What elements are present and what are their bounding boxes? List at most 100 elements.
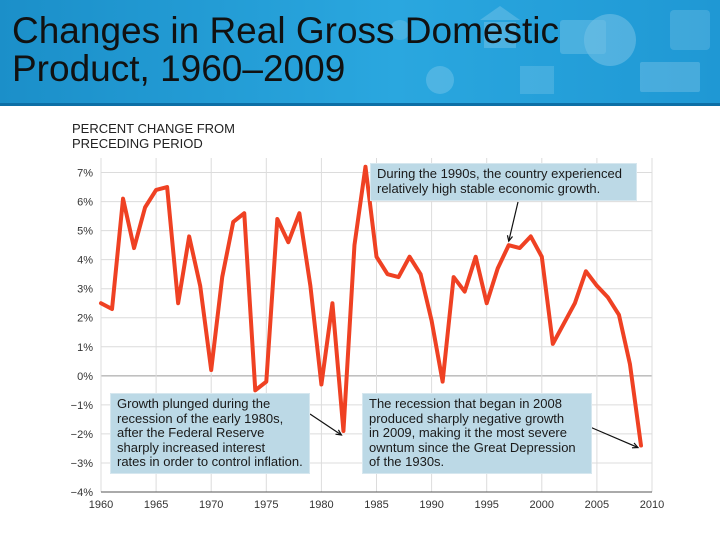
gdp-data-point [330, 301, 335, 305]
callout-2008-recession: The recession that began in 2008 produce… [362, 393, 592, 474]
gdp-data-point [396, 275, 401, 279]
slide-title-line-2: Product, 1960–2009 [12, 48, 346, 89]
callout-1980s-line: Growth plunged during the [117, 396, 271, 411]
gdp-data-point [573, 301, 577, 305]
x-tick-label: 2000 [530, 499, 554, 511]
annotation-arrow [589, 426, 639, 449]
gdp-data-point [407, 255, 412, 259]
y-tick-label: −4% [71, 487, 94, 499]
gdp-data-point [463, 290, 467, 294]
x-tick-label: 1975 [254, 499, 278, 511]
y-tick-label: −2% [71, 429, 94, 441]
gdp-data-point [518, 246, 522, 250]
gdp-data-point [374, 255, 379, 259]
callout-1980s-line: after the Federal Reserve [117, 425, 265, 440]
callout-1980s-line: recession of the early 1980s, [117, 410, 284, 426]
gdp-data-point [606, 295, 610, 300]
gdp-data-point [209, 368, 213, 372]
y-tick-label: 2% [77, 313, 93, 325]
gdp-data-point [441, 380, 445, 384]
y-tick-label: 4% [77, 255, 93, 267]
x-tick-label: 2010 [640, 499, 664, 511]
x-tick-label: 1985 [364, 499, 388, 511]
gdp-data-point [264, 380, 268, 384]
banner-rule [0, 103, 720, 106]
gdp-data-point [595, 284, 599, 288]
gdp-data-point [430, 319, 434, 323]
gdp-data-point [639, 443, 643, 448]
gdp-data-point [363, 165, 368, 169]
x-tick-label: 2005 [585, 499, 609, 511]
y-tick-label: −3% [71, 458, 94, 470]
callout-1980s-line: sharply increased interest [117, 439, 266, 455]
civic-icons-background [390, 6, 710, 94]
gdp-data-point [628, 362, 632, 366]
gdp-data-point [187, 234, 191, 239]
gdp-data-point [242, 211, 246, 215]
y-tick-label: 1% [77, 342, 93, 354]
callout-early-1980s: Growth plunged during the recession of t… [110, 393, 310, 474]
gdp-data-point [418, 272, 423, 276]
gdp-data-point [220, 275, 224, 279]
callout-1990s-line: relatively high stable economic growth. [377, 180, 601, 196]
gdp-data-point [121, 197, 125, 201]
gdp-data-point [286, 240, 290, 244]
gdp-data-point [529, 234, 533, 239]
callout-2008-line: owntum since the Great Depression [369, 439, 576, 455]
y-tick-label: 0% [77, 371, 93, 383]
gdp-data-point [341, 429, 346, 433]
gdp-data-point [496, 266, 500, 270]
gdp-data-point [231, 220, 235, 224]
gdp-data-point [110, 307, 114, 311]
gdp-data-point [584, 269, 588, 273]
gdp-data-point [385, 272, 390, 276]
x-tick-label: 1995 [474, 499, 498, 511]
x-tick-label: 1970 [199, 499, 223, 511]
y-axis-label-line-2: PRECEDING PERIOD [72, 136, 203, 151]
gdp-data-point [540, 255, 544, 259]
gdp-data-point [352, 243, 357, 247]
callout-2008-line: in 2009, making it the most severe [369, 425, 567, 440]
gdp-data-point [253, 388, 257, 392]
gdp-series-line [99, 164, 643, 448]
y-axis-label: PERCENT CHANGE FROM PRECEDING PERIOD [72, 121, 235, 151]
y-tick-label: −1% [71, 400, 94, 412]
title-banner: Changes in Real Gross Domestic Product, … [0, 0, 720, 103]
annotation-arrowhead [506, 235, 513, 243]
y-tick-label: 6% [77, 197, 93, 209]
x-tick-label: 1965 [144, 499, 168, 511]
annotation-arrow [508, 201, 519, 242]
gdp-data-point [176, 301, 180, 305]
gdp-data-point [308, 284, 312, 288]
y-axis-label-line-1: PERCENT CHANGE FROM [72, 121, 235, 136]
annotation-arrow [309, 413, 342, 436]
gdp-data-point [297, 211, 301, 215]
gdp-data-point [474, 255, 478, 259]
callout-1990s-line: During the 1990s, the country experience… [377, 166, 622, 181]
callout-2008-line: The recession that began in 2008 [369, 396, 562, 411]
gdp-data-point [562, 321, 566, 326]
gdp-data-point [319, 382, 323, 387]
annotation-arrowhead [335, 429, 343, 436]
callout-2008-line: produced sharply negative growth [369, 410, 565, 426]
gdp-data-point [617, 313, 621, 317]
callout-1990s: During the 1990s, the country experience… [370, 163, 637, 201]
gdp-data-point [99, 301, 103, 305]
x-tick-label: 1960 [89, 499, 113, 511]
y-tick-label: 3% [77, 284, 93, 296]
gdp-data-point [132, 246, 136, 250]
callout-2008-line: of the 1930s. [369, 454, 445, 469]
annotation-arrowhead [631, 442, 640, 449]
y-tick-label: 7% [77, 168, 93, 180]
gdp-data-point [143, 205, 147, 209]
gdp-data-point [551, 342, 555, 346]
gdp-data-point [154, 188, 158, 192]
gdp-data-point [485, 301, 489, 305]
x-tick-label: 1990 [419, 499, 443, 511]
gdp-data-point [452, 275, 456, 279]
gdp-data-point [275, 217, 279, 221]
slide-title: Changes in Real Gross Domestic Product, … [12, 12, 692, 88]
callout-1980s-line: rates in order to control inflation. [117, 454, 303, 469]
gdp-data-point [165, 185, 169, 189]
